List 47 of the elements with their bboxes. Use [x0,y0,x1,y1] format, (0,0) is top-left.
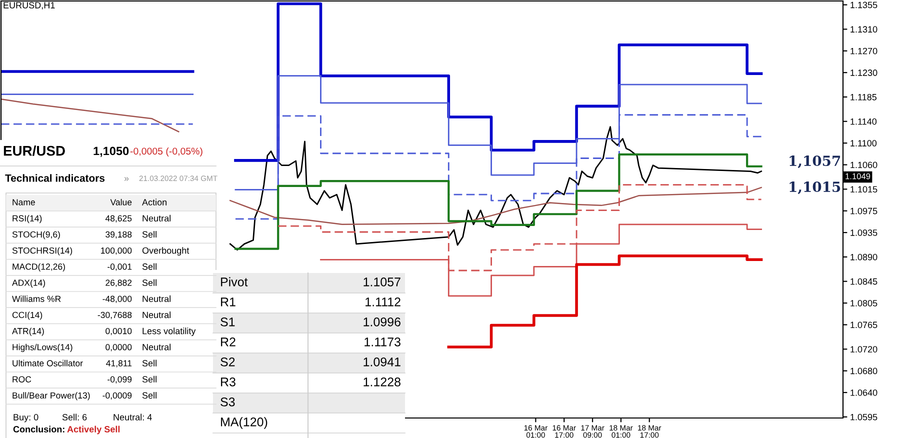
text: 1.1049 [846,173,870,180]
text: Williams %R -48,000 Neutral [12,295,170,303]
y-tick-label: 1.0680 [850,368,878,374]
text: RSI(14) 48,625 Neutral [12,214,170,224]
y-tick-label: 1.1355 [850,2,878,8]
annotation: 1,1057 [790,156,840,168]
text: ATR(14) 0,0010 Less volatility [12,328,196,336]
text: Highs/Lows(14) 0,0000 Neutral [12,344,170,352]
text: S1 1.0996 [220,318,400,326]
text: Buy: 0 Sell: 6 Neutral: 4 [14,414,152,422]
text: Ultimate Oscillator 41,811 Sell [12,360,156,368]
annotation: S3 [220,398,235,406]
y-tick-label: 1.0890 [850,254,878,260]
y-tick-label: 1.1140 [850,118,877,125]
text: ROC -0,099 Sell [12,376,156,384]
text: Name Value Action [12,198,167,206]
text: Bull/Bear Power(13) -0,0009 Sell [12,392,156,400]
y-tick-label: 1.0935 [850,230,878,236]
text: EUR/USD 1,1050-0,0005 (-0,05%) [4,146,202,157]
y-tick-label: 1.1060 [850,162,878,168]
y-tick-label: 1.0845 [850,278,878,285]
annotation: MA(120) [221,417,268,429]
y-tick-label: 1.1310 [850,26,878,33]
y-tick-label: 1.0720 [850,346,878,352]
text: MACD(12,26) -0,001 Sell [12,263,156,272]
text: R2 1.1173 [221,338,400,346]
y-tick-label: 1.0595 [850,414,878,420]
y-tick-label: 1.1015 [850,186,878,193]
text: Pivot 1.1057 [221,277,400,286]
y-tick-label: 1.1270 [850,48,878,54]
text: R3 1.1228 [221,378,400,386]
text: S2 1.0941 [220,358,400,366]
text: Conclusion: Actively Sell [13,426,120,434]
text: CCI(14) -30,7688 Neutral [12,311,170,320]
y-tick-label: 1.0640 [850,389,878,396]
y-tick-label: 1.0805 [850,300,878,306]
text: STOCH(9,6) 39,188 Sell [12,230,156,240]
y-tick-label: 1.0975 [850,208,878,214]
annotation: 1,1015 [790,182,840,194]
y-tick-label: 1.1185 [850,94,877,100]
text: STOCHRSI(14) 100,000 Overbought [12,247,190,256]
y-tick-label: 1.1100 [850,140,877,146]
y-tick-label: 1.0765 [850,322,878,328]
text: ADX(14) 26,882 Sell [12,279,156,288]
text: R1 1.1112 [221,298,400,306]
y-tick-label: 1.1230 [850,70,878,76]
annotation: EURUSD,H1 [4,2,55,10]
